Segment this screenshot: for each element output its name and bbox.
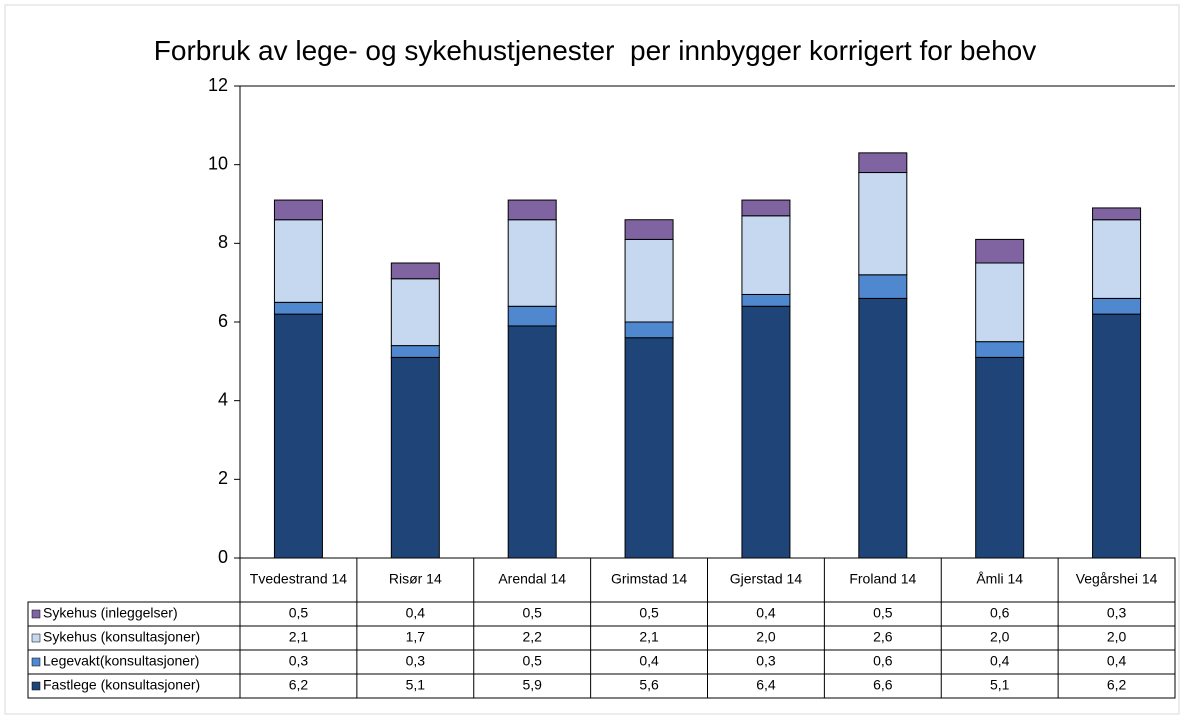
bar-segment: [273, 199, 323, 221]
table-value: 2,0: [756, 629, 776, 645]
table-value: 0,4: [639, 653, 659, 669]
bar-segment: [390, 278, 440, 347]
bar-segment: [1092, 219, 1142, 299]
table-value: 5,9: [522, 677, 542, 693]
table-value: 0,5: [522, 653, 542, 669]
y-tick-label: 8: [218, 232, 228, 252]
y-tick-label: 12: [208, 75, 228, 95]
bar-segment: [975, 238, 1025, 264]
table-value: 0,4: [406, 605, 426, 621]
table-value: 0,6: [873, 653, 893, 669]
bar-segment: [975, 262, 1025, 343]
bar-segment: [858, 152, 908, 174]
bar-segment: [624, 337, 674, 559]
bar-segment: [624, 219, 674, 240]
bar-segment: [507, 199, 557, 221]
bar-segment: [975, 341, 1025, 358]
bar-segment: [273, 301, 323, 315]
table-value: 0,5: [873, 605, 893, 621]
x-tick-label: Risør 14: [389, 571, 442, 587]
table-value: 6,6: [873, 677, 893, 693]
bar-segment: [858, 172, 908, 276]
y-tick-label: 6: [218, 311, 228, 331]
table-value: 2,1: [639, 629, 659, 645]
table-value: 0,4: [990, 653, 1010, 669]
table-value: 2,0: [1107, 629, 1127, 645]
legend-swatch: [31, 633, 41, 643]
x-tick-label: Froland 14: [849, 571, 916, 587]
table-value: 0,4: [756, 605, 776, 621]
legend-swatch: [31, 681, 41, 691]
table-value: 6,2: [289, 677, 309, 693]
table-value: 0,3: [756, 653, 776, 669]
bar-segment: [741, 215, 791, 295]
bar-segment: [858, 297, 908, 559]
legend-label: Fastlege (konsultasjoner): [43, 677, 200, 693]
table-value: 0,5: [522, 605, 542, 621]
bar-segment: [741, 305, 791, 559]
bar-segment: [1092, 207, 1142, 221]
bar-segment: [624, 238, 674, 323]
x-tick-label: Arendal 14: [498, 571, 566, 587]
bar-segment: [273, 313, 323, 559]
x-tick-label: Gjerstad 14: [730, 571, 803, 587]
legend-label: Sykehus (konsultasjoner): [43, 629, 200, 645]
table-value: 2,0: [990, 629, 1010, 645]
table-value: 2,2: [522, 629, 542, 645]
x-tick-label: Grimstad 14: [611, 571, 687, 587]
bar-segment: [741, 293, 791, 307]
table-value: 5,6: [639, 677, 659, 693]
table-value: 0,5: [639, 605, 659, 621]
bar-segment: [273, 219, 323, 303]
table-value: 0,4: [1107, 653, 1127, 669]
bar-segment: [507, 325, 557, 559]
y-tick-label: 0: [218, 547, 228, 567]
y-tick-label: 2: [218, 468, 228, 488]
table-value: 0,5: [289, 605, 309, 621]
bar-segment: [975, 356, 1025, 559]
table-value: 6,2: [1107, 677, 1127, 693]
bar-segment: [1092, 313, 1142, 559]
legend-label: Legevakt(konsultasjoner): [43, 653, 199, 669]
x-tick-label: Åmli 14: [976, 571, 1023, 587]
bar-segment: [390, 262, 440, 280]
table-value: 5,1: [406, 677, 426, 693]
y-tick-label: 10: [208, 153, 228, 173]
legend-swatch: [31, 657, 41, 667]
table-value: 5,1: [990, 677, 1010, 693]
bar-segment: [741, 199, 791, 217]
bar-segment: [624, 321, 674, 339]
bar-segment: [507, 305, 557, 327]
x-tick-label: Tvedestrand 14: [250, 571, 347, 587]
legend-label: Sykehus (inleggelser): [43, 605, 178, 621]
chart-title: Forbruk av lege- og sykehustjenester per…: [153, 35, 1037, 66]
bar-segment: [390, 345, 440, 358]
table-value: 1,7: [406, 629, 426, 645]
bar-segment: [507, 219, 557, 307]
bar-segment: [1092, 297, 1142, 315]
table-value: 2,1: [289, 629, 309, 645]
y-tick-label: 4: [218, 389, 228, 409]
table-value: 0,3: [289, 653, 309, 669]
bar-segment: [390, 356, 440, 559]
table-value: 6,4: [756, 677, 776, 693]
table-value: 0,3: [406, 653, 426, 669]
x-tick-label: Vegårshei 14: [1076, 571, 1158, 587]
table-value: 2,6: [873, 629, 893, 645]
legend-swatch: [31, 609, 41, 619]
bar-segment: [858, 274, 908, 299]
table-value: 0,6: [990, 605, 1010, 621]
table-value: 0,3: [1107, 605, 1127, 621]
